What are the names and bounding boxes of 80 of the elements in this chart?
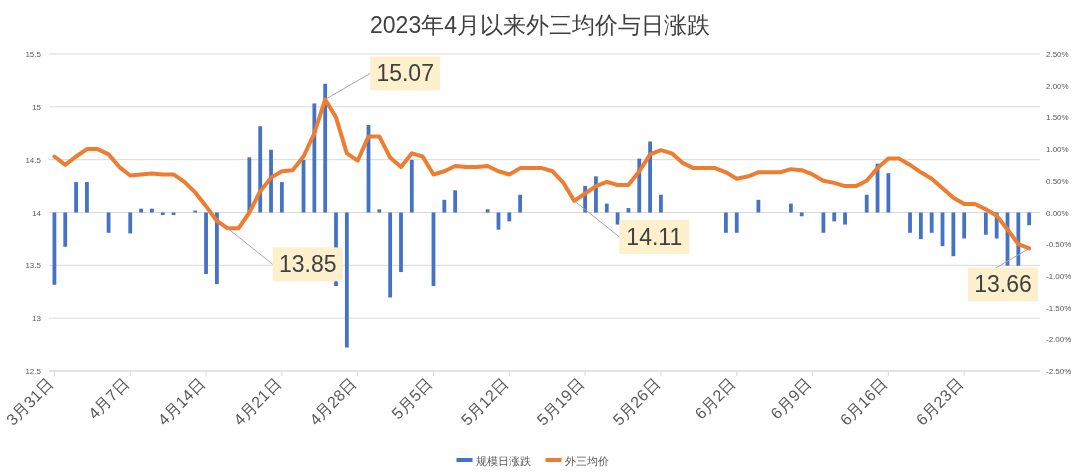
x-tick-label: 5月12日 bbox=[457, 375, 512, 429]
bar bbox=[85, 182, 89, 213]
y2-tick-label: -2.50% bbox=[1046, 367, 1072, 376]
y2-tick-label: 2.00% bbox=[1046, 81, 1069, 91]
y2-tick-label: -1.00% bbox=[1046, 271, 1072, 281]
bar bbox=[377, 209, 382, 213]
bar bbox=[139, 208, 143, 213]
bar bbox=[929, 212, 934, 233]
bar bbox=[323, 83, 328, 213]
bar bbox=[864, 194, 869, 213]
bar bbox=[734, 212, 739, 233]
bar bbox=[832, 212, 837, 222]
y-tick-label: 12.5 bbox=[25, 367, 42, 376]
bar bbox=[453, 190, 458, 213]
bar bbox=[258, 126, 263, 213]
bar bbox=[951, 212, 956, 257]
y-tick-label: 14 bbox=[32, 208, 42, 218]
y-tick-label: 15 bbox=[32, 102, 42, 112]
bar bbox=[962, 212, 967, 239]
bar bbox=[789, 203, 793, 213]
bar bbox=[388, 212, 393, 298]
legend-label: 外三均价 bbox=[564, 455, 609, 467]
y-tick-label: 15.5 bbox=[25, 50, 42, 59]
bar bbox=[74, 182, 78, 213]
bar bbox=[344, 212, 349, 348]
bar bbox=[821, 212, 826, 233]
y2-tick-label: 2.50% bbox=[1046, 50, 1069, 59]
bar bbox=[204, 212, 208, 274]
y2-tick-label: 0.50% bbox=[1046, 176, 1069, 186]
x-tick-label: 5月5日 bbox=[388, 375, 436, 423]
y2-tick-label: -1.50% bbox=[1046, 303, 1072, 313]
bar bbox=[724, 212, 728, 233]
legend-label: 规模日涨跌 bbox=[475, 455, 531, 467]
x-tick-label: 6月2日 bbox=[691, 375, 739, 423]
bar bbox=[150, 208, 154, 213]
bar bbox=[247, 157, 252, 213]
bar bbox=[615, 212, 620, 225]
bar bbox=[442, 199, 447, 213]
x-tick-label: 6月9日 bbox=[767, 375, 815, 423]
bar bbox=[983, 212, 988, 235]
y2-tick-label: 1.50% bbox=[1046, 113, 1069, 123]
x-tick-label: 6月23日 bbox=[912, 375, 967, 429]
x-tick-label: 4月14日 bbox=[154, 375, 209, 429]
data-label: 14.11 bbox=[626, 223, 683, 250]
bar bbox=[63, 212, 68, 247]
x-tick-label: 4月21日 bbox=[230, 375, 284, 429]
y-tick-label: 13 bbox=[32, 314, 42, 324]
y2-tick-label: 0.00% bbox=[1046, 208, 1069, 218]
bar bbox=[886, 173, 891, 213]
bar bbox=[518, 194, 523, 213]
bar bbox=[604, 203, 609, 213]
y2-tick-label: -2.00% bbox=[1046, 335, 1072, 345]
bar bbox=[908, 212, 912, 233]
data-label: 15.07 bbox=[376, 60, 434, 87]
bar bbox=[485, 209, 490, 213]
data-label: 13.85 bbox=[278, 251, 337, 278]
y2-tick-label: -0.50% bbox=[1046, 240, 1072, 250]
chart-title: 2023年4月以来外三均价与日涨跌 bbox=[370, 12, 710, 38]
bar bbox=[843, 212, 847, 225]
bar bbox=[507, 212, 512, 222]
bar bbox=[269, 149, 273, 213]
x-tick-label: 4月7日 bbox=[85, 375, 133, 423]
bar bbox=[279, 182, 284, 213]
bar bbox=[128, 212, 133, 234]
y2-tick-label: 1.00% bbox=[1046, 145, 1069, 155]
bar bbox=[1027, 212, 1032, 226]
x-tick-label: 6月16日 bbox=[836, 375, 891, 429]
y-tick-label: 14.5 bbox=[25, 155, 42, 165]
y-tick-label: 13.5 bbox=[25, 261, 42, 271]
data-label: 13.66 bbox=[974, 271, 1032, 298]
bar bbox=[214, 212, 219, 285]
bar bbox=[659, 194, 663, 213]
x-tick-label: 3月31日 bbox=[3, 375, 57, 429]
bar bbox=[918, 212, 923, 240]
bar bbox=[648, 141, 652, 213]
bar bbox=[399, 212, 403, 273]
x-tick-label: 5月26日 bbox=[609, 375, 664, 429]
x-tick-label: 4月28日 bbox=[306, 375, 360, 429]
x-tick-label: 5月19日 bbox=[533, 375, 588, 429]
bar bbox=[409, 159, 414, 213]
